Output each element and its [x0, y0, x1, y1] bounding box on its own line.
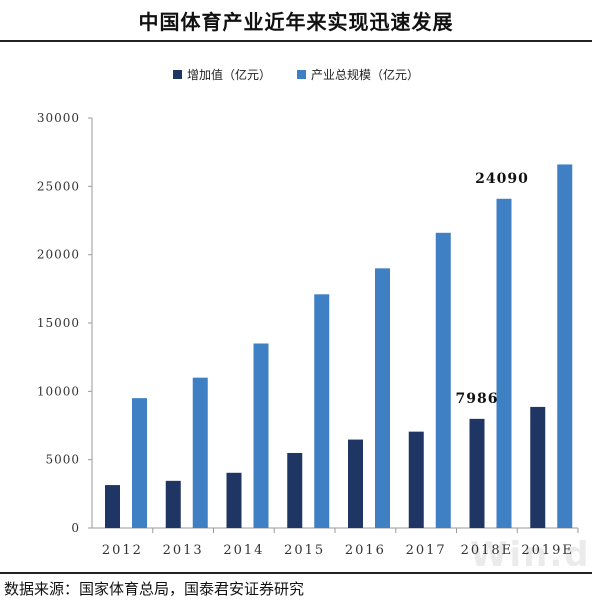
bar-total-scale: [192, 377, 208, 528]
bar-value-added: [287, 452, 303, 528]
bar-value-added: [530, 406, 546, 528]
bar-value-added: [408, 431, 424, 528]
bar-total-scale: [314, 294, 330, 528]
watermark-logo: Win.d: [470, 535, 591, 575]
chart-legend: 增加值（亿元） 产业总规模（亿元）: [0, 66, 592, 83]
y-tick-label: 0: [71, 521, 80, 535]
legend-swatch-value-added: [172, 70, 182, 79]
legend-swatch-total-scale: [297, 70, 306, 79]
bar-chart: 0 5000 10000 15000 20000 25000 30000 2012 2013 20…: [37, 111, 579, 558]
bar-total-scale: [253, 343, 269, 528]
bar-value-added: [226, 472, 242, 528]
bar-total-scale: [496, 198, 512, 528]
legend-label-value-added: 增加值（亿元）: [186, 68, 271, 82]
x-tick-label: 2015: [284, 543, 325, 558]
legend-item-total-scale: 产业总规模（亿元）: [297, 66, 419, 83]
y-tick-label: 15000: [37, 316, 80, 330]
bar-value-added: [105, 485, 120, 528]
bar-total-scale: [132, 398, 147, 528]
data-source-note: 数据来源：国家体育总局，国泰君安证券研究: [4, 580, 305, 598]
y-tick-label: 20000: [37, 248, 80, 262]
y-tick-label: 5000: [45, 453, 80, 467]
y-tick-label: 10000: [37, 384, 80, 398]
bar-total-scale: [375, 268, 390, 528]
bar-total-scale: [557, 164, 573, 528]
title-divider: [0, 40, 592, 42]
x-tick-label: 2019E: [521, 543, 574, 558]
y-tick-label: 30000: [37, 111, 80, 125]
x-tick-label: 2017: [406, 543, 447, 558]
legend-label-total-scale: 产业总规模（亿元）: [311, 68, 420, 82]
data-label: 24090: [475, 171, 529, 187]
x-tick-label: 2013: [163, 543, 204, 558]
bar-total-scale: [435, 232, 451, 529]
y-tick-label: 25000: [37, 179, 80, 193]
bar-value-added: [348, 439, 363, 528]
x-tick-label: 2018E: [461, 543, 514, 558]
footer-divider: [0, 572, 592, 574]
page-title: 中国体育产业近年来实现迅速发展: [138, 10, 454, 34]
bar-value-added: [469, 418, 485, 528]
x-tick-label: 2012: [102, 543, 143, 558]
legend-item-value-added: 增加值（亿元）: [172, 66, 271, 83]
data-label: 7986: [456, 391, 499, 407]
bar-value-added: [165, 480, 181, 528]
x-tick-label: 2014: [223, 543, 264, 558]
x-tick-label: 2016: [345, 543, 386, 558]
